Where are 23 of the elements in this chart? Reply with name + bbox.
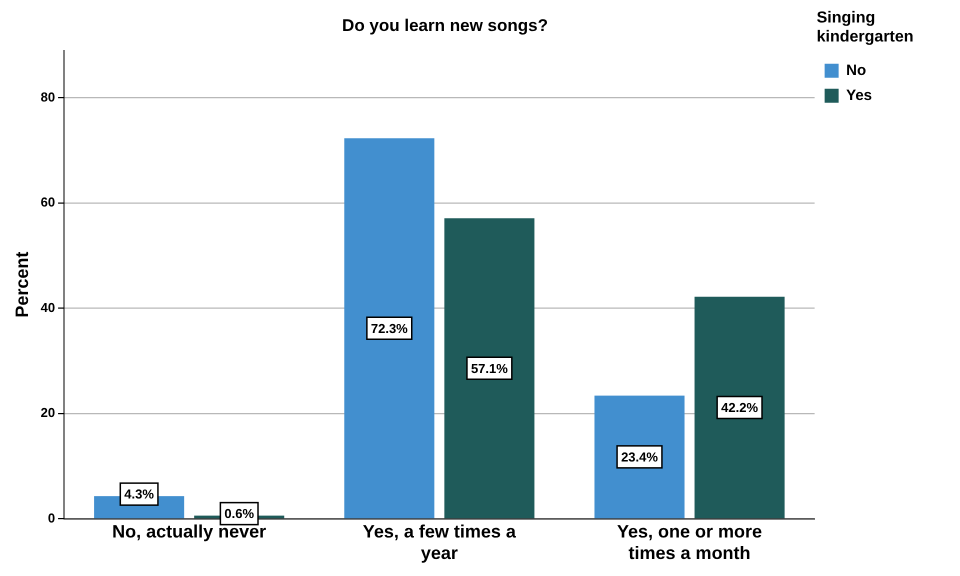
legend-label: No <box>846 62 866 79</box>
data-label: 42.2% <box>721 400 758 416</box>
data-label: 23.4% <box>621 450 658 464</box>
y-tick-label: 40 <box>40 300 56 315</box>
data-label: 57.1% <box>470 360 508 376</box>
bar <box>344 138 434 518</box>
data-label: 0.6% <box>224 506 254 522</box>
y-axis-title: Percent <box>12 252 32 318</box>
y-tick-label: 0 <box>48 510 56 526</box>
legend-label: Yes <box>846 86 872 104</box>
bar <box>444 218 534 518</box>
y-tick-label: 60 <box>40 194 56 210</box>
bar <box>594 396 685 518</box>
legend-title: Singing kindergarten <box>816 9 914 46</box>
data-label: 4.3% <box>124 486 154 502</box>
x-tick-label: Yes, one or more times a month <box>617 522 762 564</box>
x-tick-label: No, actually never <box>112 522 266 542</box>
data-label: 72.3% <box>370 320 408 336</box>
y-tick-label: 20 <box>40 405 56 420</box>
y-tick-label: 80 <box>40 89 56 104</box>
x-tick-label: Yes, a few times a year <box>362 522 517 564</box>
chart-title: Do you learn new songs? <box>342 16 548 35</box>
bar <box>694 296 785 518</box>
